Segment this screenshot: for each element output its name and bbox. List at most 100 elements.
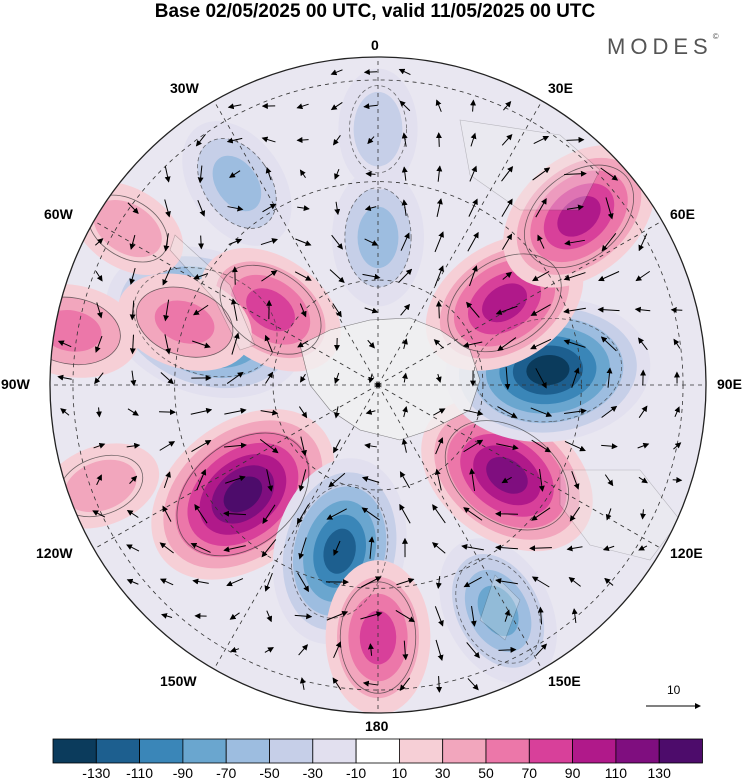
anomaly-contour [133, 267, 278, 378]
lon-label-150e: 150E [548, 673, 581, 689]
wind-arrow [95, 407, 102, 418]
wind-arrow [226, 578, 244, 587]
colorbar-cell [269, 738, 314, 764]
wind-arrow [566, 136, 585, 143]
wind-arrow [604, 474, 614, 487]
wind-arrow [364, 307, 379, 314]
colorbar-cell [312, 738, 357, 764]
wind-arrow [601, 405, 618, 418]
wind-arrow [401, 132, 408, 147]
wind-arrow [368, 536, 375, 559]
colorbar-cell [398, 738, 444, 764]
wind-arrow [504, 366, 511, 390]
wind-arrow [396, 577, 415, 586]
colorbar-cell [528, 738, 573, 764]
colorbar-tick-label: -110 [126, 765, 154, 781]
wind-arrow [261, 270, 278, 282]
lon-label-0: 0 [371, 37, 379, 53]
wind-arrow [529, 545, 552, 552]
wind-arrow [362, 273, 381, 280]
wind-arrow [294, 613, 313, 620]
wind-arrow [531, 507, 551, 521]
wind-arrow [265, 371, 274, 384]
anomaly-center [338, 68, 418, 190]
anomaly-contour [135, 286, 234, 358]
wind-arrow [463, 409, 484, 416]
wind-arrow [399, 100, 411, 112]
wind-arrow [402, 405, 408, 418]
wind-arrow [127, 408, 139, 416]
brand-text: MODES [607, 34, 713, 59]
wind-arrow [329, 269, 345, 284]
wind-arrow [129, 334, 136, 355]
anomaly-shade [482, 283, 528, 323]
lon-label-180: 180 [365, 718, 389, 734]
wind-arrow [434, 468, 442, 491]
wind-arrow [434, 231, 444, 253]
colorbar-tick-label: -130 [82, 765, 111, 781]
wind-arrow [334, 168, 340, 180]
wind-arrow [605, 197, 614, 220]
wind-arrow [365, 408, 376, 415]
anomaly-shade [64, 459, 137, 513]
lon-label-30w: 30W [170, 80, 199, 96]
wind-arrow [266, 610, 273, 623]
wind-arrow [196, 468, 207, 491]
wind-arrow [334, 201, 341, 216]
anomaly-shade [93, 199, 162, 258]
wind-arrow [435, 132, 442, 147]
meridian-line [377, 220, 663, 386]
wind-arrow [191, 439, 212, 452]
wind-arrow [399, 503, 411, 524]
wind-arrow [197, 165, 204, 184]
wind-arrow [160, 372, 174, 385]
wind-arrow [192, 578, 209, 585]
lon-label-90e: 90E [717, 376, 742, 392]
wind-arrow [94, 372, 104, 385]
wind-arrow [497, 337, 517, 351]
wind-arrow [333, 641, 342, 659]
wind-arrow [601, 443, 618, 450]
reference-vector-label: 10 [667, 683, 681, 697]
anomaly-shade [557, 195, 601, 237]
wind-arrow [634, 306, 651, 313]
wind-arrow [266, 469, 274, 492]
colorbar-tick-label: -50 [259, 765, 280, 781]
wind-arrow [502, 271, 513, 280]
wind-arrow [563, 272, 586, 281]
wind-arrow [93, 442, 106, 449]
colorbar-cell [658, 738, 703, 764]
wind-arrow [126, 509, 139, 518]
wind-arrow [501, 133, 513, 146]
wind-arrow [129, 475, 138, 484]
wind-arrow [435, 639, 444, 662]
wind-arrow [435, 373, 442, 383]
wind-arrow [498, 646, 517, 653]
wind-arrow [598, 271, 620, 282]
wind-arrow [569, 506, 581, 522]
wind-arrow [190, 542, 211, 553]
colorbar-cell [182, 738, 227, 764]
wind-arrow [299, 677, 306, 690]
wind-arrow [367, 339, 375, 349]
wind-arrow [470, 605, 477, 627]
wind-arrow [57, 374, 72, 381]
wind-arrow [164, 166, 171, 183]
wind-arrow [331, 234, 343, 250]
wind-arrow [264, 647, 274, 653]
wind-arrow [470, 99, 477, 112]
wind-arrow [159, 542, 174, 554]
wind-arrow [360, 611, 383, 620]
wind-arrow [163, 233, 170, 252]
wind-arrow [129, 234, 136, 250]
anomaly-center [325, 560, 431, 713]
wind-arrow [503, 101, 512, 111]
wind-arrow [264, 572, 273, 592]
wind-arrow [333, 406, 340, 419]
wind-arrow [362, 680, 379, 687]
wind-arrow [298, 537, 307, 560]
wind-arrow [227, 103, 242, 110]
anomaly-contour [176, 432, 310, 557]
wind-arrow [672, 476, 683, 483]
